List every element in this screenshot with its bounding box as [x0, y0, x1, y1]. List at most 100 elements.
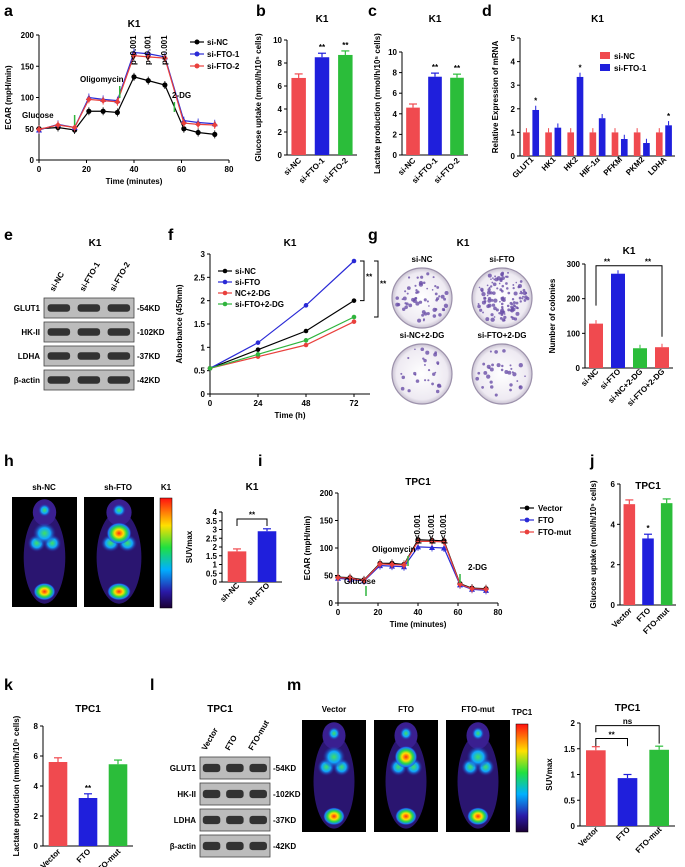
p-value: p<0.001	[439, 514, 448, 544]
category-label: Vector	[577, 825, 601, 849]
colony	[483, 296, 487, 300]
colony	[436, 361, 440, 365]
size-label: -54KD	[137, 304, 160, 313]
data-point	[429, 544, 435, 550]
bladder-signal	[395, 807, 417, 826]
colony	[487, 298, 492, 303]
band	[107, 376, 131, 384]
significance-mark: **	[609, 730, 616, 739]
colony	[414, 348, 416, 351]
category-label: FTO-mut	[93, 847, 123, 867]
y-tick-label: 50	[324, 572, 333, 581]
colony	[501, 364, 504, 368]
series-line-si-FTO+2-DG	[209, 316, 355, 369]
colony	[477, 304, 481, 309]
y-axis-label: Glucose uptake (nmol/h/10⁵ cells)	[589, 480, 598, 609]
colony	[405, 302, 409, 306]
data-point	[429, 538, 435, 545]
lane-label: si-FTO-2	[108, 260, 132, 293]
colony	[491, 281, 494, 284]
data-point	[131, 52, 137, 59]
colony	[486, 284, 489, 287]
colony	[422, 319, 425, 322]
bar-Vector	[586, 750, 606, 826]
significance-mark: **	[319, 43, 326, 52]
y-tick-label: 0	[201, 390, 206, 399]
colony	[404, 290, 407, 293]
x-tick-label: 0	[37, 165, 42, 174]
y-tick-label: 200	[567, 295, 581, 304]
panel-letter-h: h	[4, 453, 14, 470]
legend-label: si-NC	[614, 52, 635, 61]
colony	[487, 288, 491, 292]
colony	[415, 291, 418, 294]
colony	[504, 297, 506, 299]
colony	[477, 371, 481, 375]
colony	[506, 287, 509, 290]
colony	[523, 299, 527, 302]
colony	[438, 295, 441, 298]
y-tick-label: 2	[201, 297, 206, 306]
data-point	[195, 121, 202, 128]
data-point	[180, 120, 187, 127]
data-point	[303, 328, 309, 334]
colony	[492, 282, 497, 287]
chart-title: K1	[128, 19, 141, 30]
colony	[500, 368, 504, 372]
bar-si-NC	[406, 107, 420, 155]
y-axis-label: Lactate production (nmol/h/10⁵ cells)	[373, 33, 382, 174]
y-tick-label: 0	[278, 151, 283, 160]
sig-bracket	[236, 518, 268, 526]
colony	[493, 306, 497, 311]
panel-letter-l: l	[150, 677, 154, 694]
bladder-signal	[467, 807, 489, 826]
band	[202, 789, 221, 799]
y-axis-label: Glucose uptake (nmol/h/10⁵ cells)	[254, 33, 263, 162]
protein-label: GLUT1	[170, 764, 197, 773]
colony	[421, 310, 426, 314]
colony	[515, 301, 519, 305]
category-label: LDHA	[646, 155, 668, 177]
x-tick-label: 40	[414, 608, 423, 617]
significance-mark: **	[380, 280, 387, 289]
size-label: -42KD	[273, 842, 296, 851]
colony	[520, 290, 523, 293]
bar-FTO	[642, 538, 654, 605]
bar-si-NC-GLUT1	[523, 132, 530, 156]
colony	[518, 363, 523, 368]
colony	[434, 292, 438, 296]
colony	[426, 312, 430, 316]
colony	[491, 303, 496, 307]
bar-si-FTO-1-GLUT1	[532, 109, 540, 156]
colony	[426, 300, 429, 303]
head-signal	[327, 726, 341, 741]
bar-si-NC-LDHA	[655, 132, 663, 156]
data-point	[441, 538, 447, 545]
y-tick-label: 4	[278, 105, 283, 114]
colony	[500, 289, 504, 293]
panel-letter-m: m	[287, 677, 301, 694]
colony	[435, 389, 440, 394]
annotation-2dg: 2-DG	[468, 563, 487, 572]
protein-label: HK-II	[177, 790, 196, 799]
colony	[486, 294, 489, 297]
colony	[489, 350, 492, 353]
legend-label: NC+2-DG	[235, 289, 270, 298]
legend-label: si-FTO	[235, 278, 260, 287]
colony	[479, 308, 483, 312]
y-axis-label: Number of colonies	[548, 278, 557, 353]
band	[226, 789, 244, 799]
bar-si-FTO-1	[428, 76, 442, 155]
heart-signal	[106, 522, 132, 545]
colony	[502, 298, 506, 303]
data-point	[303, 338, 309, 343]
data-point	[100, 108, 106, 114]
colony	[486, 304, 491, 309]
colony	[435, 297, 440, 301]
protein-label: β-actin	[14, 376, 40, 385]
x-axis-label: Time (minutes)	[390, 620, 447, 629]
colony	[518, 385, 523, 390]
colony	[509, 383, 513, 387]
panel-letter-d: d	[482, 3, 492, 20]
colony	[415, 289, 418, 292]
